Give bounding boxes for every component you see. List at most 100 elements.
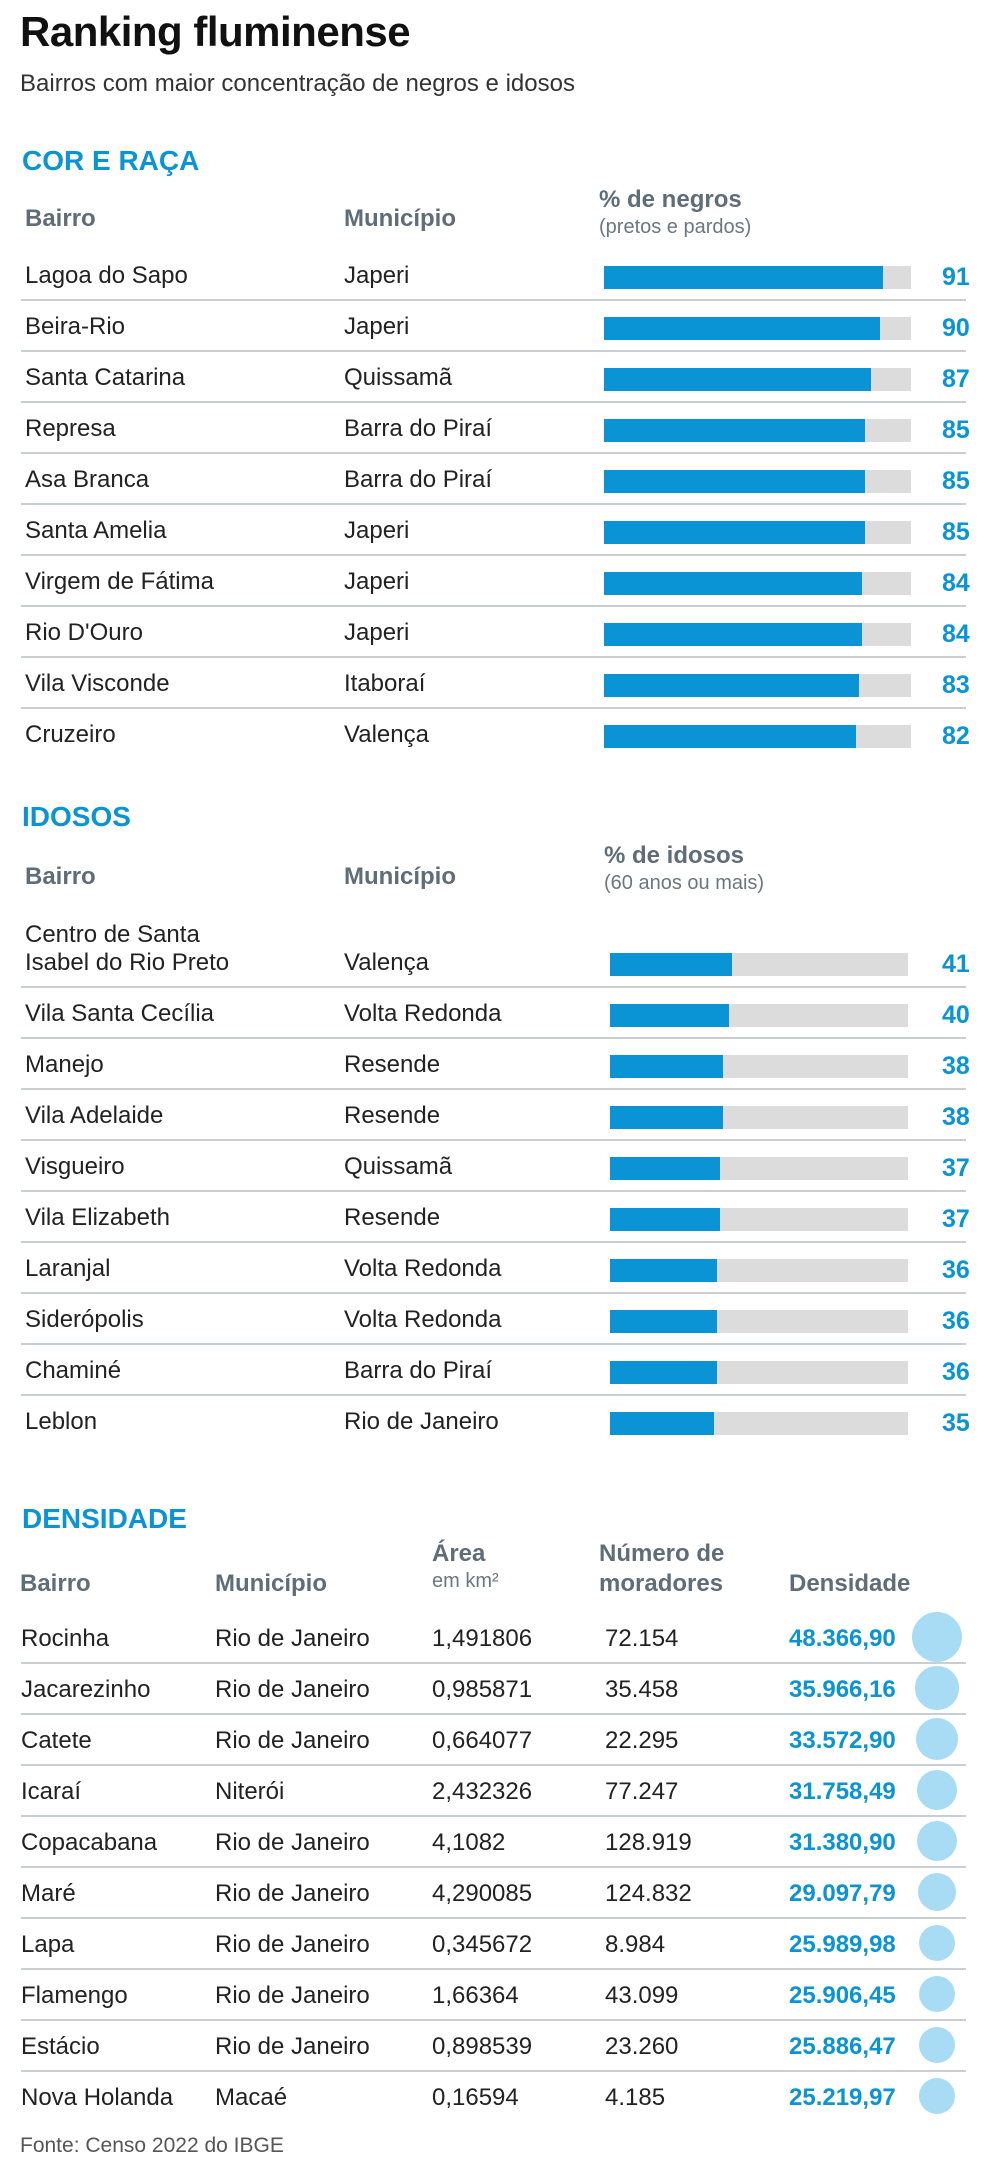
densidade-value: 35.966,16 bbox=[789, 1676, 896, 1703]
densidade-value: 25.219,97 bbox=[789, 2084, 896, 2111]
bar-track bbox=[604, 623, 911, 646]
section-title-idosos: IDOSOS bbox=[22, 801, 131, 832]
header-moradores-2: moradores bbox=[599, 1570, 724, 1597]
bar-track bbox=[610, 1361, 908, 1384]
bar-track bbox=[610, 1106, 908, 1129]
table-row: Jacarezinho Rio de Janeiro 0,985871 35.458 3… bbox=[21, 1664, 966, 1715]
bairro-label: Visgueiro bbox=[25, 1153, 125, 1180]
area-value: 0,985871 bbox=[432, 1676, 533, 1703]
bairro-label: Beira-Rio bbox=[25, 313, 126, 340]
table-row: Beira-Rio Japeri 90 bbox=[21, 301, 970, 352]
bar-track bbox=[604, 317, 911, 340]
table-row: Catete Rio de Janeiro 0,664077 22.295 33.572… bbox=[21, 1715, 966, 1766]
area-value: 0,345672 bbox=[432, 1931, 533, 1958]
value-label: 91 bbox=[942, 263, 970, 291]
table-row: Santa Catarina Quissamã 87 bbox=[21, 352, 970, 403]
bar bbox=[610, 1157, 721, 1180]
municipio-label: Barra do Piraí bbox=[344, 466, 493, 493]
bairro-label: Manejo bbox=[25, 1051, 104, 1078]
municipio-label: Resende bbox=[344, 1051, 441, 1078]
bar bbox=[610, 1055, 724, 1078]
municipio-label: Niterói bbox=[215, 1778, 285, 1805]
bairro-label: Nova Holanda bbox=[21, 2084, 174, 2111]
table-row: Flamengo Rio de Janeiro 1,66364 43.099 25.90… bbox=[21, 1970, 966, 2021]
bairro-label: Siderópolis bbox=[25, 1306, 144, 1333]
density-circle bbox=[915, 1666, 959, 1710]
bar bbox=[604, 368, 872, 391]
table-row: Rio D'Ouro Japeri 84 bbox=[21, 607, 970, 658]
page-subtitle: Bairros com maior concentração de negros… bbox=[20, 70, 575, 97]
bairro-label: Copacabana bbox=[21, 1829, 158, 1856]
municipio-label: Quissamã bbox=[344, 1153, 453, 1180]
source-note: Fonte: Censo 2022 do IBGE bbox=[20, 2134, 284, 2157]
bairro-label: Maré bbox=[21, 1880, 76, 1907]
densidade-value: 31.380,90 bbox=[789, 1829, 896, 1856]
densidade-value: 25.886,47 bbox=[789, 2033, 896, 2060]
bar-track bbox=[610, 1310, 908, 1333]
bar bbox=[610, 1412, 715, 1435]
header-bairro: Bairro bbox=[25, 205, 96, 232]
bar-track bbox=[610, 1055, 908, 1078]
bairro-label: Jacarezinho bbox=[21, 1676, 151, 1703]
bar-track bbox=[610, 1412, 908, 1435]
table-row: Nova Holanda Macaé 0,16594 4.185 25.219,97 bbox=[21, 2072, 966, 2121]
cor-raca-table: Lagoa do Sapo Japeri 91 Beira-Rio Japeri 90 Sa… bbox=[21, 250, 970, 758]
area-value: 4,1082 bbox=[432, 1829, 506, 1856]
bairro-label: Centro de Santa bbox=[25, 921, 200, 948]
table-row: Vila Santa Cecília Volta Redonda 40 bbox=[21, 988, 970, 1039]
header-bairro: Bairro bbox=[25, 863, 96, 890]
bairro-label: Virgem de Fátima bbox=[25, 568, 214, 595]
bar bbox=[610, 1208, 721, 1231]
header-bairro: Bairro bbox=[20, 1570, 91, 1597]
density-circle bbox=[918, 2077, 956, 2115]
density-circle bbox=[916, 1820, 958, 1862]
value-label: 85 bbox=[942, 467, 970, 495]
moradores-value: 124.832 bbox=[605, 1880, 692, 1907]
municipio-label: Japeri bbox=[344, 313, 410, 340]
table-row: Chaminé Barra do Piraí 36 bbox=[21, 1345, 970, 1396]
table-row: Leblon Rio de Janeiro 35 bbox=[21, 1396, 970, 1445]
table-row: Lagoa do Sapo Japeri 91 bbox=[21, 250, 970, 301]
densidade-value: 29.097,79 bbox=[789, 1880, 896, 1907]
bairro-label: Vila Visconde bbox=[25, 670, 170, 697]
value-label: 41 bbox=[942, 950, 970, 978]
table-row: Lapa Rio de Janeiro 0,345672 8.984 25.989,98 bbox=[21, 1919, 966, 1970]
moradores-value: 43.099 bbox=[605, 1982, 679, 2009]
header-municipio: Município bbox=[344, 863, 456, 890]
bairro-label: Rocinha bbox=[21, 1625, 110, 1652]
municipio-label: Rio de Janeiro bbox=[215, 1727, 370, 1754]
bar bbox=[604, 419, 865, 442]
bar-track bbox=[610, 1157, 908, 1180]
density-circle bbox=[912, 1612, 962, 1662]
bar-track bbox=[604, 521, 911, 544]
table-row: Icaraí Niterói 2,432326 77.247 31.758,49 bbox=[21, 1766, 966, 1817]
header-metric: % de idosos bbox=[604, 842, 745, 869]
header-metric: % de negros bbox=[599, 186, 742, 213]
table-row: Represa Barra do Piraí 85 bbox=[21, 403, 970, 454]
municipio-label: Japeri bbox=[344, 568, 410, 595]
moradores-value: 128.919 bbox=[605, 1829, 692, 1856]
value-label: 84 bbox=[942, 569, 970, 597]
table-row: Estácio Rio de Janeiro 0,898539 23.260 25.88… bbox=[21, 2021, 966, 2072]
bar bbox=[604, 572, 862, 595]
bar-track bbox=[604, 725, 911, 748]
municipio-label: Volta Redonda bbox=[344, 1306, 502, 1333]
area-value: 1,491806 bbox=[432, 1625, 533, 1652]
bar-track bbox=[604, 368, 911, 391]
densidade-table: Rocinha Rio de Janeiro 1,491806 72.154 48.36… bbox=[21, 1612, 966, 2121]
municipio-label: Macaé bbox=[215, 2084, 288, 2111]
moradores-value: 4.185 bbox=[605, 2084, 666, 2111]
header-moradores: Número de bbox=[599, 1540, 725, 1567]
table-row: Rocinha Rio de Janeiro 1,491806 72.154 48.36… bbox=[21, 1612, 966, 1664]
area-value: 4,290085 bbox=[432, 1880, 533, 1907]
municipio-label: Barra do Piraí bbox=[344, 1357, 493, 1384]
moradores-value: 22.295 bbox=[605, 1727, 679, 1754]
value-label: 37 bbox=[942, 1205, 970, 1233]
bar bbox=[604, 674, 859, 697]
value-label: 83 bbox=[942, 671, 970, 699]
bairro-label: Catete bbox=[21, 1727, 92, 1754]
municipio-label: Volta Redonda bbox=[344, 1000, 502, 1027]
table-row: Copacabana Rio de Janeiro 4,1082 128.919 31.… bbox=[21, 1817, 966, 1868]
municipio-label: Rio de Janeiro bbox=[215, 1829, 370, 1856]
density-circle bbox=[918, 1975, 956, 2013]
